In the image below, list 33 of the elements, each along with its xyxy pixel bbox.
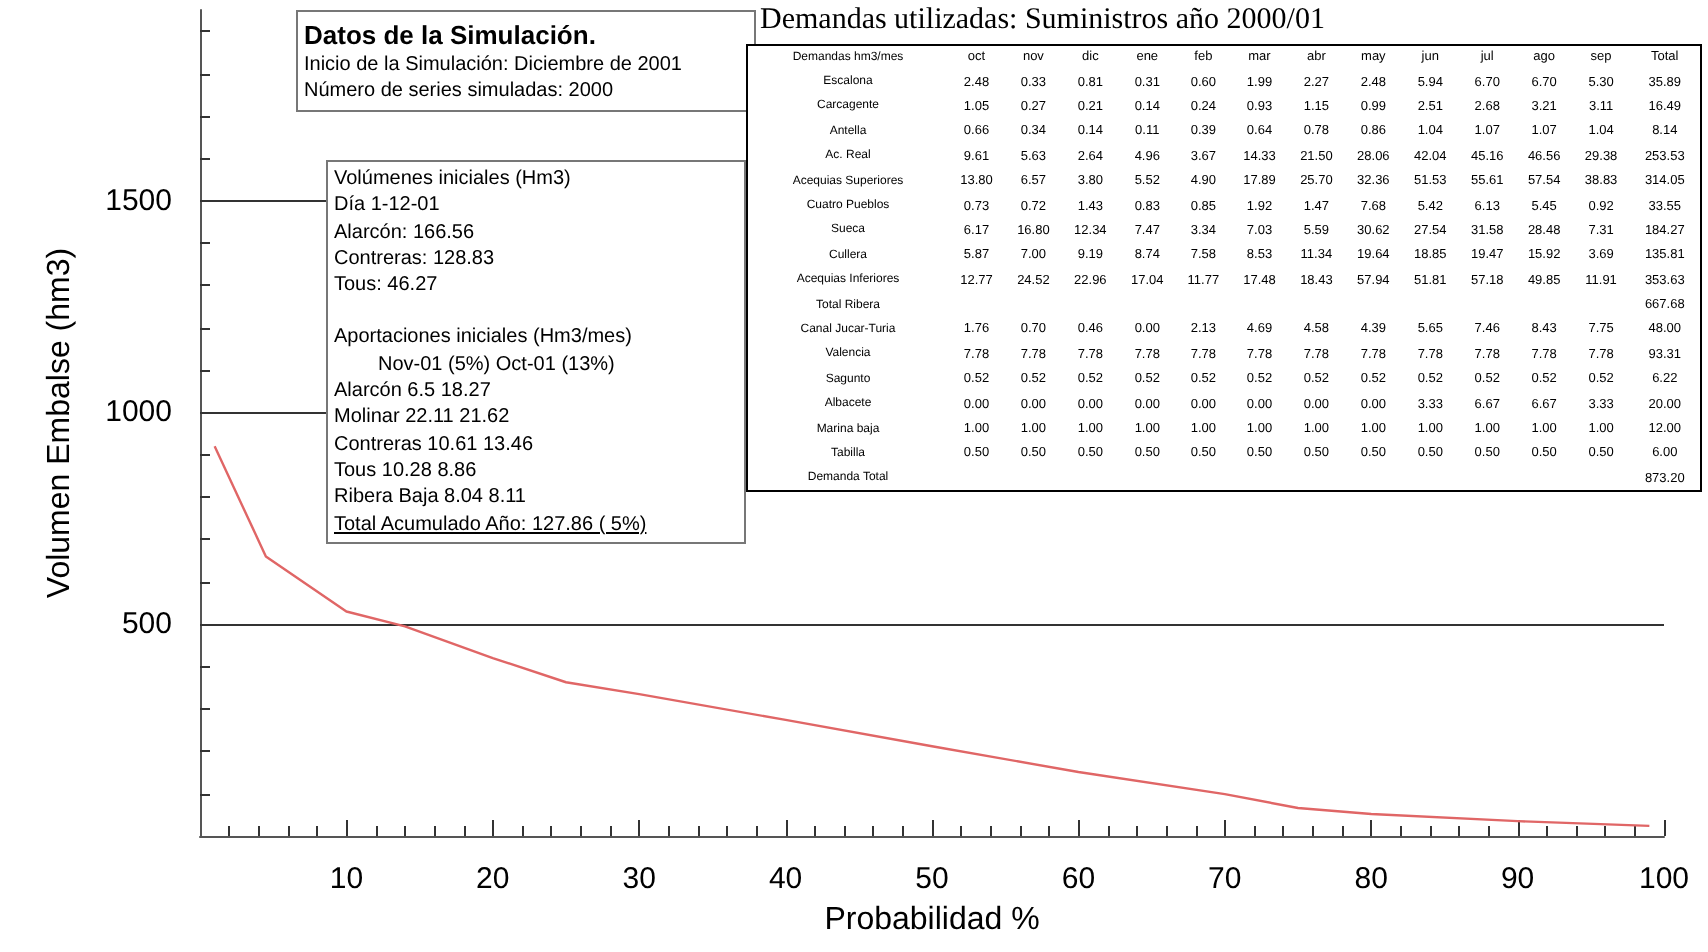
- y-tick-label: 500: [121, 607, 172, 642]
- x-tick-label: 40: [768, 862, 803, 896]
- annotation: Ribera Baja 8.04 8.11: [334, 484, 528, 512]
- annotation: Tous: 46.27: [334, 272, 440, 299]
- x-tick-label: 10: [329, 862, 364, 896]
- y-tick-label: 1500: [105, 183, 172, 218]
- annotation: Datos de la Simulación.: [304, 18, 598, 52]
- x-tick-label: 50: [915, 862, 949, 896]
- annotation: Inicio de la Simulación: Diciembre de 2001: [304, 52, 684, 78]
- annotation: Molinar 22.11 21.62: [334, 404, 512, 432]
- x-tick-label: 20: [476, 862, 510, 896]
- x-tick-label: 80: [1354, 862, 1388, 896]
- annotation: Volúmenes iniciales (Hm3): [334, 166, 573, 193]
- annotation: Contreras: 128.83: [334, 245, 497, 273]
- annotation: Alarcón 6.5 18.27: [334, 378, 493, 405]
- x-tick-label: 60: [1061, 862, 1096, 896]
- x-tick-label: 100: [1638, 862, 1690, 896]
- text-box: Datos de la Simulación. Inicio de la Simulación: Diciembre de 2001 Número de series simuladas: 2000: [296, 10, 756, 112]
- y-tick-label: 1000: [105, 395, 172, 430]
- x-tick-label: 90: [1500, 862, 1535, 896]
- annotation: Contreras 10.61 13.46: [334, 431, 536, 458]
- x-tick-label: 30: [622, 862, 656, 896]
- y-axis-title: Volumen Embalse (hm3): [43, 247, 77, 599]
- annotation: Número de series simuladas: 2000: [304, 78, 616, 104]
- annotation: Aportaciones iniciales (Hm3/mes): [334, 324, 634, 352]
- annotation: Día 1-12-01: [334, 192, 442, 220]
- annotation: Alarcón: 166.56: [334, 219, 477, 246]
- annotation: Nov-01 (5%) Oct-01 (13%): [376, 351, 617, 379]
- annotation: Demandas utilizadas: Suministros año 2000/01: [760, 4, 1325, 38]
- x-tick-label: 70: [1208, 862, 1242, 896]
- annotation: Total Acumulado Año: 127.86 ( 5%): [334, 511, 649, 538]
- annotation: Tous 10.28 8.86: [334, 457, 479, 485]
- x-axis-title: Probabilidad %: [824, 903, 1040, 937]
